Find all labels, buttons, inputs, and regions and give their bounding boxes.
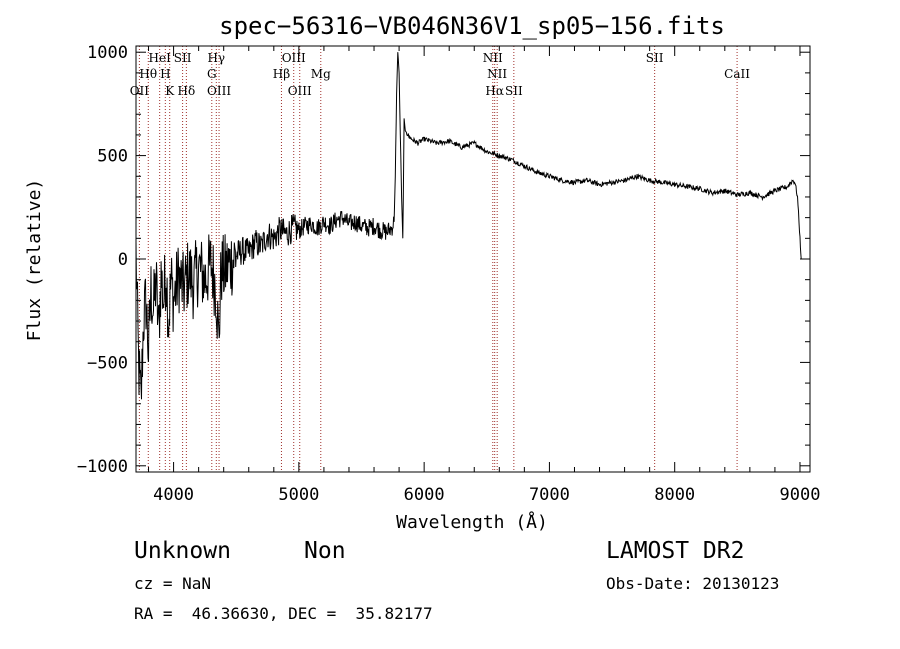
line-marker-label-1: Hθ [139, 67, 157, 81]
line-marker-label-8: G [207, 67, 217, 81]
spectral-class: Unknown [134, 538, 231, 564]
survey-name: LAMOST DR2 [606, 538, 745, 564]
x-tick-label-1: 5000 [278, 485, 319, 505]
x-tick-label-4: 8000 [654, 485, 695, 505]
line-marker-label-13: Mg [311, 67, 331, 81]
x-axis-ticks: 4000 5000 6000 7000 8000 9000 [148, 46, 821, 505]
y-axis-ticks: −1000 −500 0 500 1000 [77, 43, 810, 477]
redshift-cz: cz = NaN [134, 574, 212, 593]
x-tick-label-2: 6000 [404, 485, 445, 505]
plot-frame [135, 45, 811, 473]
line-marker-label-6: Hδ [178, 84, 196, 98]
line-marker-label-9: OIII [207, 84, 231, 98]
chart-title: spec−56316−VB046N36V1_sp05−156.fits [219, 12, 725, 40]
line-marker-label-12: OIII [288, 84, 312, 98]
line-marker-label-16: Hα [485, 84, 504, 98]
line-marker-label-18: SII [646, 51, 664, 65]
line-marker-label-2: HeI [149, 51, 172, 65]
line-marker-label-10: OIII [282, 51, 306, 65]
y-axis-label: Flux (relative) [24, 179, 45, 342]
x-tick-label-0: 4000 [153, 485, 194, 505]
y-tick-label-2: 0 [118, 250, 128, 270]
line-marker-labels: OII Hθ HeI HK SII Hδ Hγ G OIII OIII Hβ OIII Mg NII NII… [130, 51, 751, 98]
spectral-subclass: Non [304, 538, 346, 564]
y-tick-label-0: −1000 [77, 457, 128, 477]
y-tick-label-4: 1000 [87, 43, 128, 63]
ra-dec-coords: RA = 46.36630, DEC = 35.82177 [134, 604, 433, 623]
line-marker-label-4: K [165, 84, 175, 98]
line-markers [138, 46, 738, 472]
y-tick-label-3: 500 [97, 147, 128, 167]
x-axis-label: Wavelength (Å) [396, 511, 548, 533]
line-marker-label-15: NII [487, 67, 507, 81]
x-tick-label-3: 7000 [529, 485, 570, 505]
line-marker-label-0: OII [130, 84, 150, 98]
y-tick-label-1: −500 [87, 353, 128, 373]
line-marker-label-3: H [160, 67, 170, 81]
line-marker-label-7: Hγ [207, 51, 225, 65]
line-marker-label-14: NII [483, 51, 503, 65]
spectrum-line [135, 52, 802, 400]
line-marker-label-17: SII [505, 84, 523, 98]
line-marker-label-5: SII [174, 51, 192, 65]
obs-date: Obs-Date: 20130123 [606, 574, 780, 593]
line-marker-label-11: Hβ [273, 67, 290, 81]
x-tick-label-5: 9000 [780, 485, 821, 505]
line-marker-label-19: CaII [724, 67, 750, 81]
